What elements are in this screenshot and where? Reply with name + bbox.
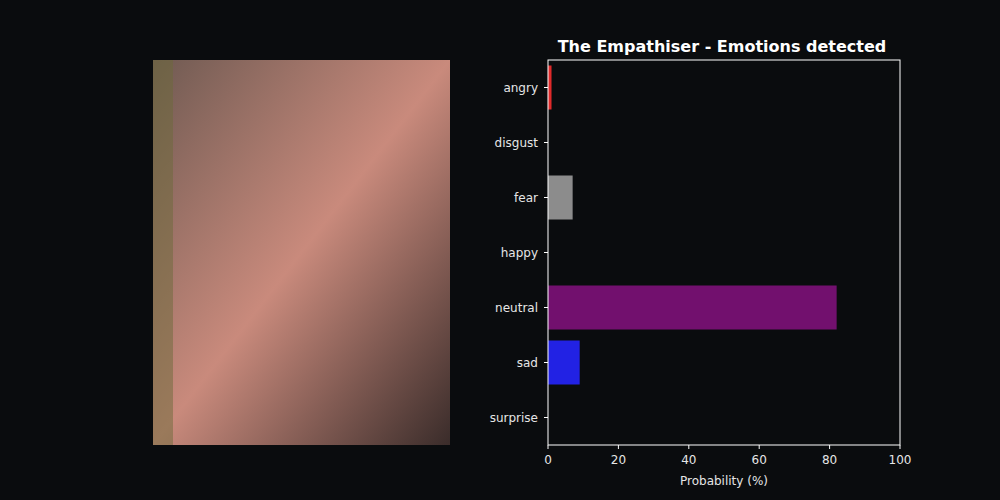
x-tick	[829, 445, 830, 449]
x-tick	[618, 445, 619, 449]
y-tick-label: neutral	[495, 301, 538, 315]
x-tick-label: 80	[822, 453, 837, 467]
y-tick-label: happy	[501, 246, 538, 260]
figure: 0 20 40 60 80 100 angry disgust fear happy neutral…	[0, 0, 1000, 500]
y-tick-label: angry	[503, 81, 538, 95]
x-tick-label: 60	[752, 453, 767, 467]
bar	[548, 286, 837, 330]
bar	[548, 341, 580, 385]
x-tick-label: 100	[889, 453, 912, 467]
x-tick	[548, 445, 549, 449]
x-tick	[900, 445, 901, 449]
y-tick	[544, 142, 548, 143]
y-tick	[544, 362, 548, 363]
bars	[548, 66, 837, 385]
x-tick	[759, 445, 760, 449]
x-tick	[688, 445, 689, 449]
background	[0, 0, 1000, 500]
y-tick	[544, 87, 548, 88]
x-axis-label: Probability (%)	[680, 474, 768, 488]
y-tick-label: fear	[514, 191, 538, 205]
y-tick	[544, 197, 548, 198]
y-tick	[544, 252, 548, 253]
root: 0 20 40 60 80 100 angry disgust fear happy neutral…	[0, 0, 1000, 500]
bar	[548, 66, 552, 110]
y-tick	[544, 307, 548, 308]
y-tick	[544, 417, 548, 418]
y-tick-label: disgust	[495, 136, 539, 150]
photo-panel	[153, 60, 450, 445]
x-tick-label: 40	[681, 453, 696, 467]
bar	[548, 176, 573, 220]
y-tick-label: sad	[517, 356, 538, 370]
frame	[548, 60, 900, 445]
title: The Empathiser - Emotions detected	[558, 37, 887, 56]
x-tick-label: 0	[544, 453, 552, 467]
y-tick-label: surprise	[490, 411, 538, 425]
photo-leaf	[153, 60, 173, 445]
x-tick-label: 20	[611, 453, 626, 467]
